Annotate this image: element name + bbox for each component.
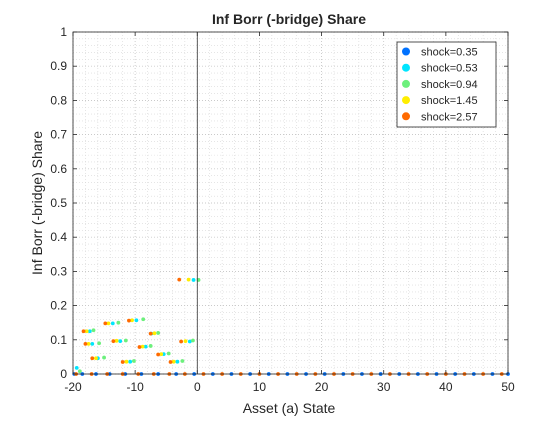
data-point: [94, 356, 98, 361]
data-point: [148, 344, 153, 348]
x-tick-label: 10: [253, 380, 267, 394]
data-point: [127, 318, 131, 323]
data-point: [159, 352, 164, 357]
y-tick-label: 0.1: [50, 333, 67, 347]
y-tick-label: 0.4: [50, 230, 67, 244]
data-point: [156, 352, 161, 357]
legend-marker: [402, 112, 410, 121]
data-point: [118, 339, 123, 344]
data-point: [110, 321, 115, 326]
series-4: [84, 277, 191, 364]
y-tick-label: 0.7: [50, 128, 67, 142]
x-tick-label: 0: [194, 380, 201, 394]
x-axis-label: Asset (a) State: [243, 400, 336, 416]
legend-marker: [402, 96, 410, 105]
ticks-layer: -20 -10 0 10 20 30 40 50 0 0.1 0.2 0.3 0.4 0.5 0.6 0.7 0…: [50, 25, 515, 394]
data-point: [86, 342, 91, 346]
data-point: [134, 318, 139, 323]
data-layer: [72, 277, 510, 376]
data-point: [74, 365, 79, 370]
y-tick-label: 0.5: [50, 196, 67, 210]
data-point: [187, 339, 192, 344]
data-point: [103, 321, 108, 326]
legend-marker: [402, 47, 410, 56]
legend-label: shock=0.94: [421, 79, 478, 91]
legend-label: shock=2.57: [421, 111, 478, 123]
series-5: [74, 277, 504, 376]
data-point: [166, 351, 171, 356]
x-tick-label: 40: [439, 380, 453, 394]
data-point: [120, 360, 125, 364]
data-point: [175, 359, 180, 364]
data-point: [137, 345, 142, 349]
x-tick-label: 20: [315, 380, 329, 394]
data-point: [77, 369, 82, 374]
data-point: [114, 338, 119, 343]
series-3: [77, 278, 201, 374]
y-tick-label: 0.9: [50, 59, 67, 73]
data-point: [177, 277, 182, 282]
data-point: [123, 338, 128, 343]
data-point: [186, 277, 191, 282]
data-point: [191, 278, 196, 282]
legend-marker: [402, 63, 410, 72]
data-point: [148, 331, 153, 336]
data-point: [179, 339, 184, 344]
y-tick-label: 1: [60, 25, 67, 39]
data-point: [141, 317, 146, 322]
y-tick-label: 0.2: [50, 299, 67, 313]
x-tick-label: -20: [64, 380, 82, 394]
x-tick-label: 50: [501, 380, 515, 394]
data-point: [111, 339, 116, 344]
y-tick-label: 0.3: [50, 264, 67, 278]
data-point: [90, 342, 95, 346]
chart-title: Inf Borr (-bridge) Share: [212, 11, 366, 27]
data-point: [87, 329, 92, 334]
data-point: [102, 355, 106, 360]
x-tick-label: 30: [377, 380, 391, 394]
data-point: [140, 344, 145, 349]
legend-label: shock=0.53: [421, 63, 478, 75]
legend-marker: [402, 79, 410, 88]
data-point: [81, 329, 86, 334]
data-point: [83, 342, 88, 346]
data-point: [152, 331, 157, 336]
data-point: [97, 341, 101, 346]
data-point: [132, 359, 136, 363]
data-point: [168, 360, 173, 364]
y-tick-label: 0: [60, 367, 67, 381]
data-point: [124, 359, 129, 364]
legend-box: [396, 41, 497, 128]
data-point: [116, 320, 121, 325]
data-point: [90, 356, 95, 361]
data-point: [91, 328, 96, 333]
data-point: [171, 359, 176, 364]
data-point: [183, 339, 188, 344]
data-point: [180, 359, 185, 363]
y-tick-label: 0.6: [50, 162, 67, 176]
legend: shock=0.35 shock=0.53 shock=0.94 shock=1.45…: [396, 41, 497, 128]
data-point: [84, 329, 89, 334]
data-point: [130, 318, 134, 323]
data-point: [106, 321, 111, 326]
y-axis-label: Inf Borr (-bridge) Share: [29, 131, 45, 275]
y-tick-label: 0.8: [50, 93, 67, 107]
data-point: [191, 338, 195, 343]
data-point: [156, 331, 161, 335]
x-tick-label: -10: [126, 380, 144, 394]
data-point: [143, 344, 148, 349]
data-point: [128, 359, 133, 364]
legend-label: shock=1.45: [421, 95, 478, 107]
legend-label: shock=0.35: [421, 47, 478, 59]
